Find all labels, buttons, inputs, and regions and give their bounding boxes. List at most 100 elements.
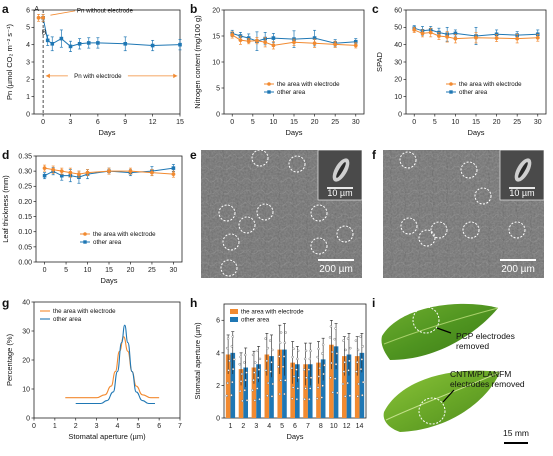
raw-data-point (344, 395, 347, 398)
legend-marker (449, 82, 453, 86)
y-axis-label: Leaf thickness (mm) (1, 175, 10, 243)
raw-data-point (243, 361, 246, 364)
raw-data-point (323, 364, 326, 367)
raw-data-point (254, 361, 257, 364)
data-point (246, 39, 251, 44)
raw-data-point (362, 380, 365, 384)
data-point (445, 34, 450, 39)
legend-marker (267, 90, 271, 94)
data-point (42, 173, 47, 178)
data-point (420, 31, 425, 36)
x-tick-label: 7 (306, 423, 310, 430)
legend-marker (449, 90, 453, 94)
data-point (68, 170, 73, 175)
data-point (246, 36, 251, 40)
label-top-2: removed (456, 341, 489, 351)
y-tick-label: 0.20 (18, 199, 32, 206)
raw-data-point (305, 376, 308, 379)
panel-letter-e: e (190, 148, 197, 162)
raw-data-point (251, 353, 255, 357)
bar (354, 356, 360, 418)
data-point (150, 170, 154, 175)
y-tick-label: 20 (394, 77, 402, 84)
leaf-photos-image: PCP electrodes removed CNTM/PLANFM elect… (381, 303, 529, 444)
y-axis-label: Stomatal aperture (µm) (193, 322, 202, 400)
data-point (50, 42, 55, 46)
label-bottom-2: electrodes removed (450, 379, 525, 389)
raw-data-point (348, 394, 352, 397)
raw-data-point (271, 382, 275, 386)
legend-label: other area (93, 239, 122, 246)
x-tick-label: 5 (251, 119, 255, 126)
legend-marker (267, 82, 271, 86)
raw-data-point (333, 377, 337, 380)
raw-data-point (270, 361, 273, 364)
bar (238, 369, 244, 418)
data-point (86, 41, 91, 45)
data-point (59, 36, 64, 41)
chart-g: 0 1 2 3 4 5 6 7 0 10 20 30 40 Stomatal aperture (µm) P… (5, 299, 182, 441)
data-point (453, 36, 458, 41)
raw-data-point (245, 371, 248, 374)
panel-letter-f: f (372, 148, 376, 162)
micrograph-e-image: 10 µm 200 µm (201, 149, 363, 278)
x-tick-label: 10 (270, 119, 278, 126)
inset-f (499, 149, 545, 201)
legend-label: the area with electrode (93, 231, 156, 238)
x-tick-label: 0 (41, 119, 45, 126)
raw-data-point (349, 346, 352, 350)
data-point (77, 42, 82, 46)
data-point (171, 172, 176, 177)
y-tick-label: 0 (216, 415, 220, 422)
x-tick-label: 15 (472, 119, 480, 126)
raw-data-point (355, 370, 358, 373)
x-tick-label: 30 (534, 119, 542, 126)
raw-data-point (264, 369, 268, 372)
bar (307, 364, 313, 418)
raw-data-point (309, 349, 312, 353)
stomata-circles-e (218, 149, 354, 277)
x-tick-label: 5 (136, 423, 140, 430)
x-tick-label: 4 (267, 423, 271, 430)
series-line (231, 34, 356, 46)
raw-data-point (258, 397, 261, 401)
chart-b: 0 5 10 15 20 25 30 0 5 10 15 20 Days Nitrogen content… (193, 7, 365, 137)
x-tick-label: 0 (230, 119, 234, 126)
data-point (107, 169, 111, 174)
raw-data-point (348, 359, 351, 363)
raw-data-point (328, 336, 332, 339)
bar (225, 354, 231, 418)
label-bottom-1: CNTM/PLANFM (450, 369, 511, 379)
raw-data-point (343, 361, 346, 364)
raw-data-point (295, 368, 298, 371)
series-line (232, 32, 356, 44)
raw-data-point (227, 369, 230, 372)
panel-letter-h: h (190, 296, 198, 310)
raw-data-point (232, 367, 235, 371)
data-point (453, 31, 458, 36)
x-tick-label: 0 (43, 267, 47, 274)
raw-data-point (347, 369, 350, 372)
data-point (437, 34, 441, 38)
distribution-curve (75, 324, 155, 405)
x-tick-label: 15 (105, 267, 113, 274)
data-point (494, 36, 499, 40)
data-point (271, 36, 276, 40)
x-tick-label: 12 (149, 119, 157, 126)
raw-data-point (303, 397, 306, 401)
raw-data-point (241, 399, 244, 403)
legend-label: the area with electrode (277, 81, 340, 88)
raw-data-point (295, 397, 299, 401)
y-tick-label: 2 (216, 383, 220, 390)
raw-data-point (256, 387, 259, 390)
raw-data-point (265, 359, 269, 363)
x-axis-label: Days (467, 128, 484, 137)
inset-scale-label-e: 10 µm (327, 188, 352, 198)
raw-data-point (283, 392, 286, 396)
y-axis-label: Pn (µmol CO₂ m⁻² s⁻¹) (5, 24, 14, 100)
raw-data-point (296, 357, 299, 361)
x-tick-label: 1 (53, 423, 57, 430)
series-line (414, 27, 538, 37)
legend-label: other area (53, 316, 82, 323)
raw-data-point (268, 339, 272, 342)
